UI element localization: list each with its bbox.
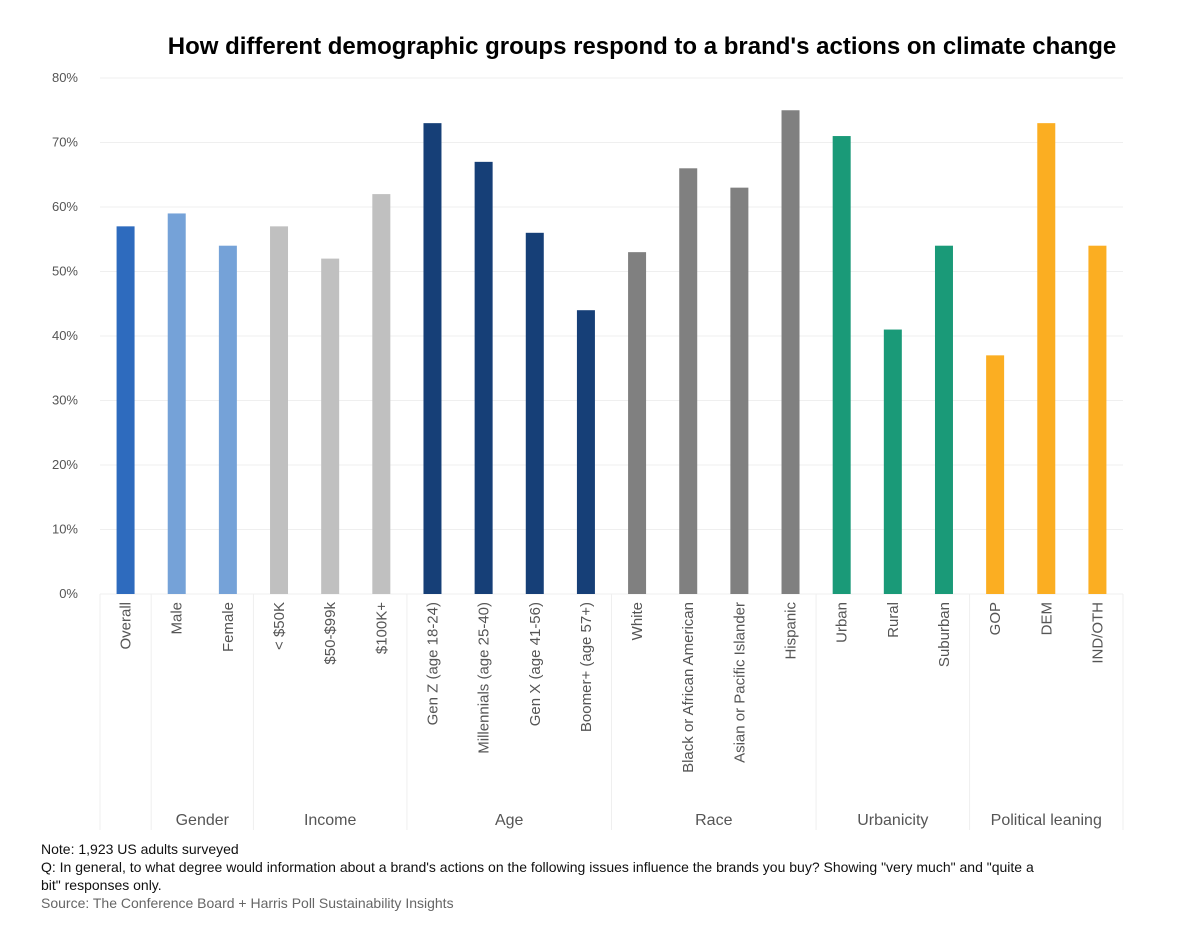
group-label: Age — [495, 812, 524, 829]
category-label: Male — [169, 602, 186, 635]
bar — [934, 245, 953, 594]
note-text: : 1,923 US adults surveyed — [70, 841, 239, 857]
bar — [679, 168, 698, 595]
y-tick-label: 0% — [59, 586, 78, 601]
category-label: Female — [220, 602, 237, 652]
bar — [372, 194, 391, 594]
group-label: Political leaning — [991, 812, 1102, 829]
bar — [781, 110, 800, 594]
bar — [474, 161, 493, 594]
group-label: Gender — [176, 812, 230, 829]
bar — [321, 258, 340, 594]
category-label: $50-$99k — [322, 602, 339, 665]
category-label: Rural — [885, 602, 902, 638]
category-label: DEM — [1038, 602, 1055, 635]
y-tick-label: 30% — [52, 393, 78, 408]
bar — [1037, 123, 1056, 595]
source-text: Source: The Conference Board + Harris Po… — [41, 895, 454, 911]
bar — [883, 329, 902, 594]
y-tick-label: 20% — [52, 457, 78, 472]
bar — [116, 226, 135, 594]
category-label: Hispanic — [783, 602, 800, 660]
bar — [1088, 245, 1107, 594]
y-tick-label: 10% — [52, 522, 78, 537]
category-label: Black or African American — [680, 602, 697, 773]
category-label: Urban — [834, 602, 851, 643]
category-label: Overall — [118, 602, 135, 650]
y-tick-label: 80% — [52, 70, 78, 85]
bar — [576, 310, 595, 594]
category-label: Gen X (age 41-56) — [527, 602, 544, 726]
note-line: Note: 1,923 US adults surveyed — [41, 840, 1051, 858]
bar — [218, 245, 237, 594]
y-tick-label: 40% — [52, 328, 78, 343]
bar — [628, 252, 647, 594]
category-label: White — [629, 602, 646, 640]
category-label: GOP — [987, 602, 1004, 635]
category-label: < $50K — [271, 602, 288, 650]
bar — [167, 213, 186, 594]
question-text: Q: In general, to what degree would info… — [41, 859, 1034, 893]
chart-notes: Note: 1,923 US adults surveyed Q: In gen… — [41, 840, 1051, 912]
y-tick-label: 60% — [52, 199, 78, 214]
category-label: $100K+ — [373, 602, 390, 654]
group-label: Urbanicity — [857, 812, 928, 829]
category-label: Asian or Pacific Islander — [731, 602, 748, 763]
category-label: Boomer+ (age 57+) — [578, 602, 595, 732]
bar — [986, 355, 1005, 594]
bar — [730, 187, 749, 594]
bar — [270, 226, 289, 594]
category-label: Millennials (age 25-40) — [476, 602, 493, 754]
chart-title: How different demographic groups respond… — [167, 33, 1117, 60]
category-label: Suburban — [936, 602, 953, 667]
bar — [423, 123, 442, 595]
bar — [832, 136, 851, 595]
note-label: Note — [41, 841, 71, 857]
bar — [525, 232, 544, 595]
category-label: IND/OTH — [1089, 602, 1106, 664]
group-label: Race — [695, 812, 732, 829]
y-tick-label: 50% — [52, 264, 78, 279]
y-tick-label: 70% — [52, 135, 78, 150]
group-label: Income — [304, 812, 357, 829]
category-label: Gen Z (age 18-24) — [424, 602, 441, 725]
